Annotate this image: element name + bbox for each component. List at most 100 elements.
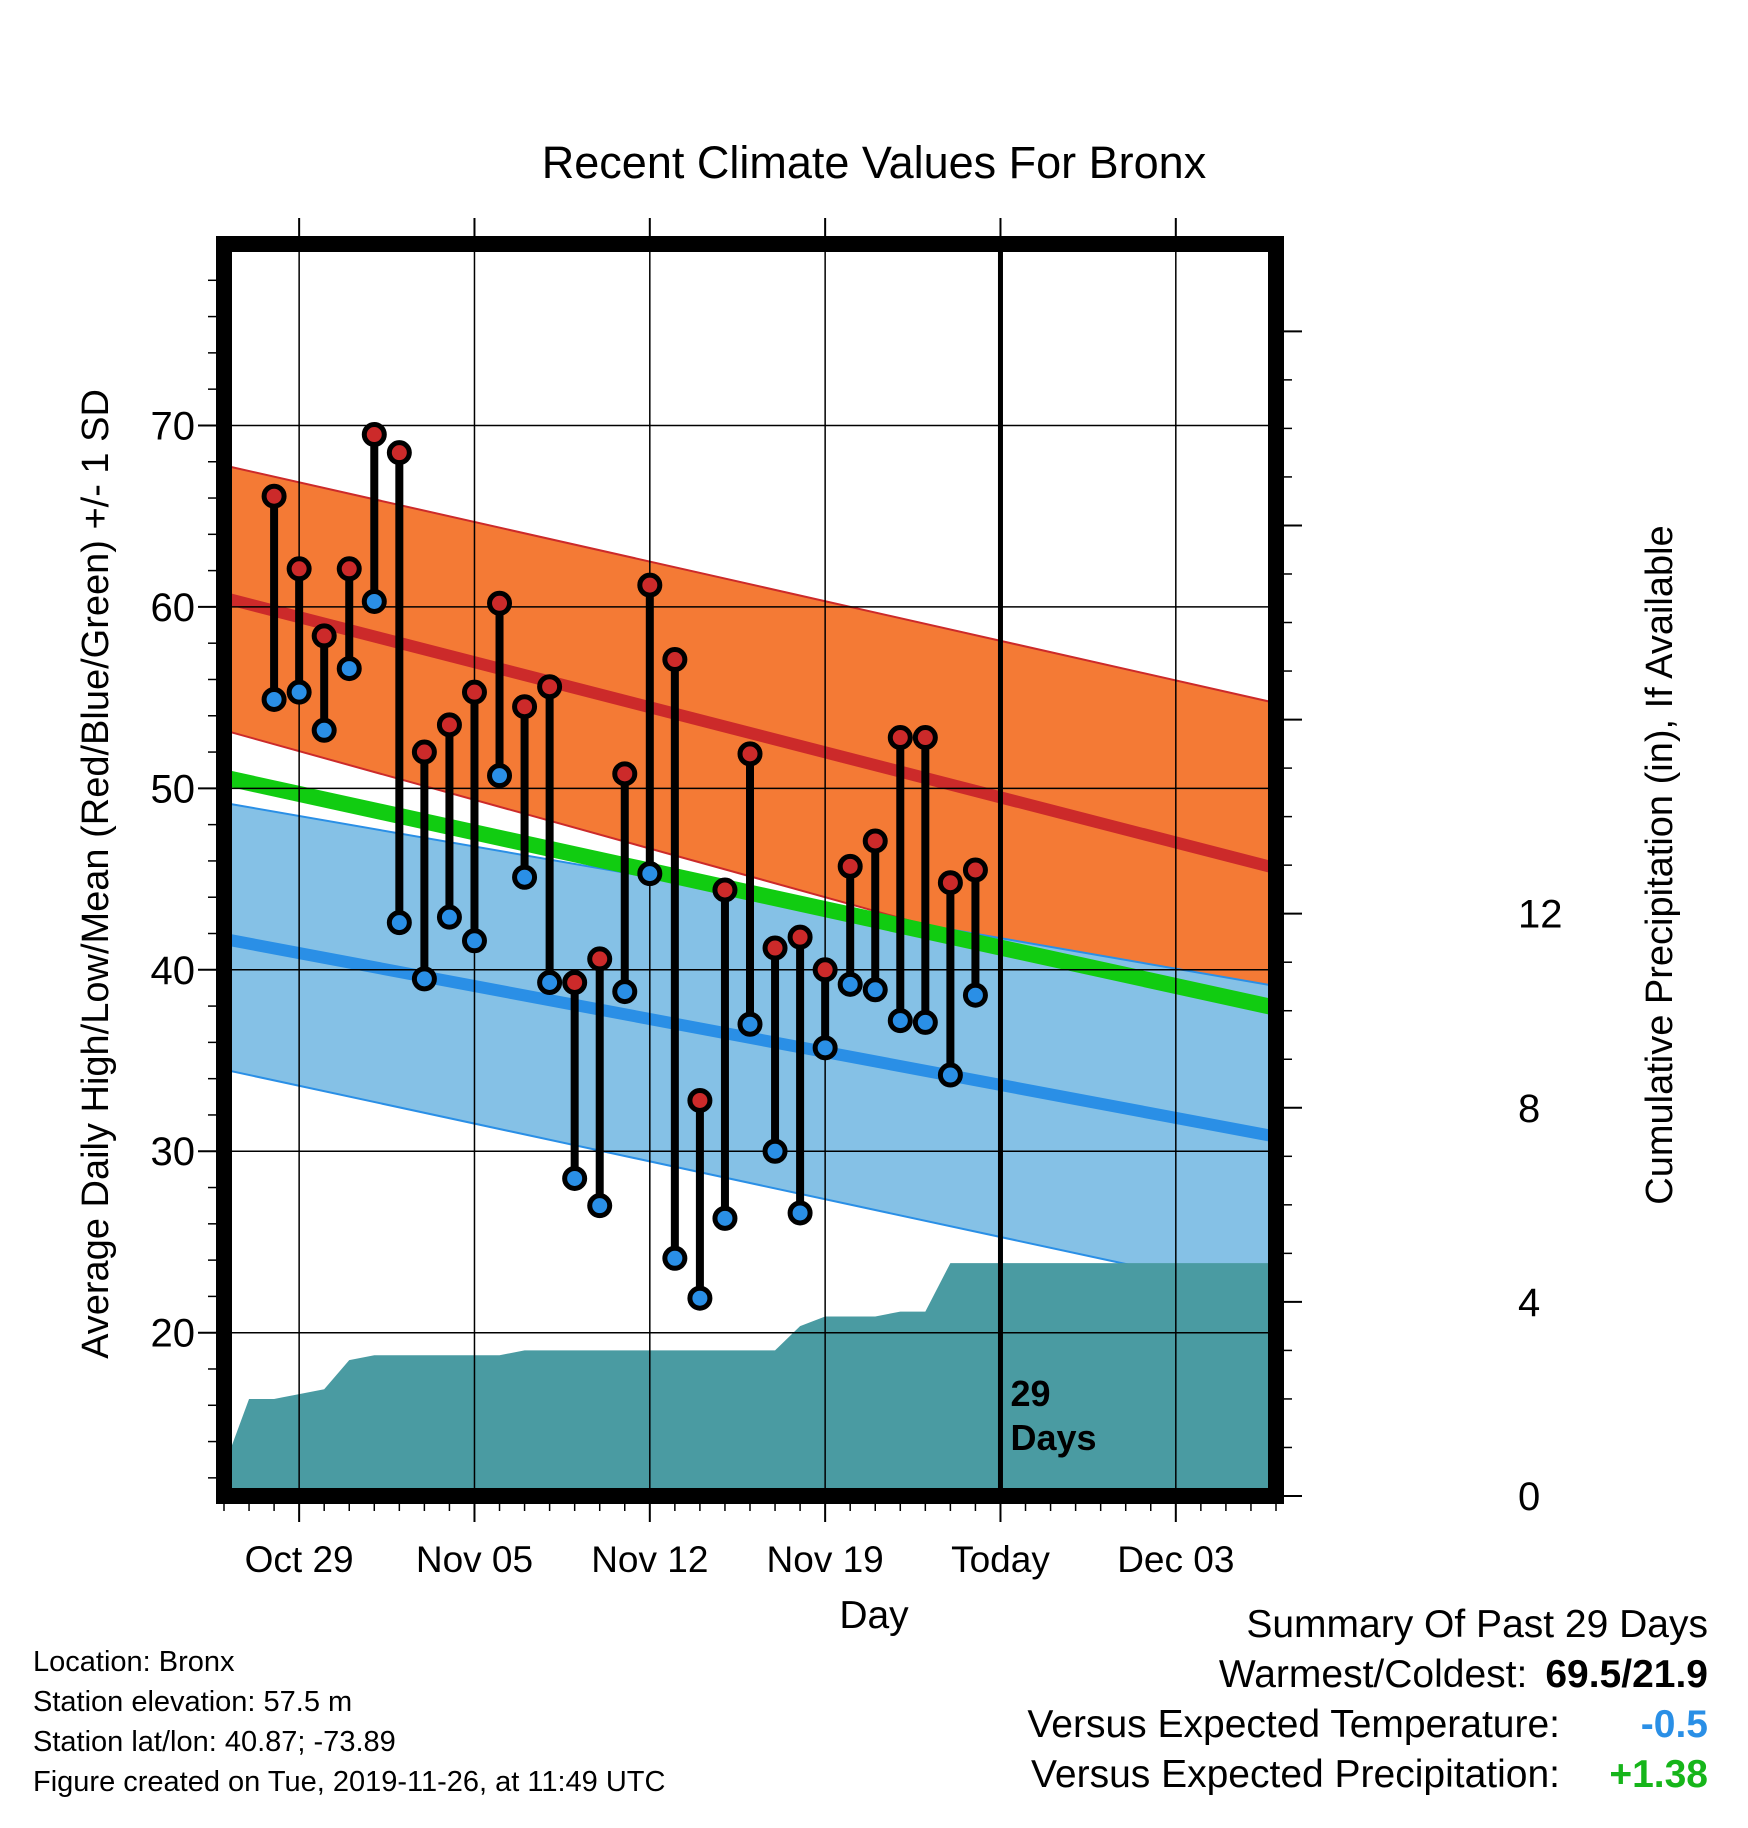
high-point [612, 761, 638, 787]
station-info: Location: Bronx Station elevation: 57.5 … [33, 1642, 665, 1802]
precip-label: Versus Expected Precipitation: [1031, 1753, 1560, 1796]
warm-cold-label: Warmest/Coldest: [1218, 1653, 1528, 1696]
low-point [612, 979, 638, 1005]
low-point [812, 1035, 838, 1061]
low-point [311, 717, 337, 743]
chart-title: Recent Climate Values For Bronx [542, 137, 1207, 188]
high-point [261, 483, 287, 509]
high-point [512, 694, 538, 720]
today-days-label: Days [1010, 1417, 1096, 1458]
low-point [687, 1285, 713, 1311]
warm-cold-row: Warmest/Coldest: 69.5/21.9 [1027, 1650, 1708, 1700]
x-tick-label: Nov 12 [591, 1539, 708, 1580]
y-tick-label-left: 30 [151, 1130, 196, 1174]
low-point [712, 1205, 738, 1231]
high-point [311, 623, 337, 649]
x-tick-label: Dec 03 [1117, 1539, 1234, 1580]
low-point [512, 864, 538, 890]
y-tick-label-left: 40 [151, 949, 196, 993]
low-point [962, 982, 988, 1008]
high-point [787, 924, 813, 950]
low-point [787, 1200, 813, 1226]
low-point [862, 977, 888, 1003]
temp-row: Versus Expected Temperature: -0.5 [1027, 1700, 1708, 1750]
high-point [837, 853, 863, 879]
high-point [662, 647, 688, 673]
y-tick-label-left: 70 [151, 404, 196, 448]
x-axis-label: Day [839, 1594, 909, 1637]
low-point [912, 1009, 938, 1035]
x-tick-label: Today [951, 1539, 1050, 1580]
elevation-text: Station elevation: 57.5 m [33, 1686, 353, 1718]
low-normal-line [222, 933, 1278, 1143]
high-point [687, 1087, 713, 1113]
y-tick-label-right: 8 [1518, 1087, 1540, 1131]
high-point [461, 679, 487, 705]
high-point [637, 572, 663, 598]
low-point [361, 588, 387, 614]
high-point [962, 857, 988, 883]
high-point [286, 556, 312, 582]
x-tick-label: Nov 19 [767, 1539, 884, 1580]
x-tick-label: Oct 29 [245, 1539, 354, 1580]
low-point [837, 971, 863, 997]
high-point [411, 739, 437, 765]
summary-panel: Summary Of Past 29 Days Warmest/Coldest:… [1027, 1600, 1708, 1800]
precipitation-area [224, 1263, 1276, 1496]
high-point [937, 870, 963, 896]
high-point [812, 957, 838, 983]
temp-label: Versus Expected Temperature: [1027, 1703, 1560, 1746]
low-point [411, 966, 437, 992]
low-point [461, 928, 487, 954]
low-point [637, 861, 663, 887]
high-point [436, 712, 462, 738]
low-point [436, 904, 462, 930]
low-point [386, 910, 412, 936]
high-point [737, 741, 763, 767]
y-tick-label-left: 50 [151, 767, 196, 811]
high-point [712, 877, 738, 903]
low-point [487, 763, 513, 789]
low-point [887, 1008, 913, 1034]
high-point [537, 674, 563, 700]
y-axis-label-left: Average Daily High/Low/Mean (Red/Blue/Gr… [75, 389, 117, 1359]
low-point [762, 1138, 788, 1164]
precip-row: Versus Expected Precipitation: +1.38 [1027, 1750, 1708, 1800]
low-point [336, 656, 362, 682]
low-point [261, 686, 287, 712]
y-tick-label-right: 0 [1518, 1475, 1540, 1519]
high-point [562, 969, 588, 995]
high-point [361, 422, 387, 448]
low-point [937, 1062, 963, 1088]
y-tick-label-right: 4 [1518, 1281, 1540, 1325]
y-axis-label-right: Cumulative Precipitation (in), If Availa… [1639, 525, 1681, 1204]
low-point [562, 1165, 588, 1191]
x-tick-label: Nov 05 [416, 1539, 533, 1580]
high-point [336, 556, 362, 582]
precip-value: +1.38 [1609, 1753, 1708, 1796]
today-days-label: 29 [1010, 1373, 1050, 1414]
y-tick-label-right: 12 [1518, 893, 1563, 937]
high-point [487, 590, 513, 616]
plot-frame [216, 236, 1284, 1504]
latlon-text: Station lat/lon: 40.87; -73.89 [33, 1726, 396, 1758]
low-point [662, 1245, 688, 1271]
high-point [587, 946, 613, 972]
high-point [386, 440, 412, 466]
high-point [762, 935, 788, 961]
high-point [912, 725, 938, 751]
y-tick-label-left: 20 [151, 1312, 196, 1356]
low-point [737, 1011, 763, 1037]
summary-heading: Summary Of Past 29 Days [1246, 1603, 1708, 1646]
location-text: Location: Bronx [33, 1646, 235, 1678]
low-point [587, 1193, 613, 1219]
low-point [537, 969, 563, 995]
low-point [286, 679, 312, 705]
created-text: Figure created on Tue, 2019-11-26, at 11… [33, 1766, 666, 1798]
high-point [887, 725, 913, 751]
high-point [862, 828, 888, 854]
y-tick-label-left: 60 [151, 586, 196, 630]
temp-value: -0.5 [1640, 1703, 1708, 1746]
